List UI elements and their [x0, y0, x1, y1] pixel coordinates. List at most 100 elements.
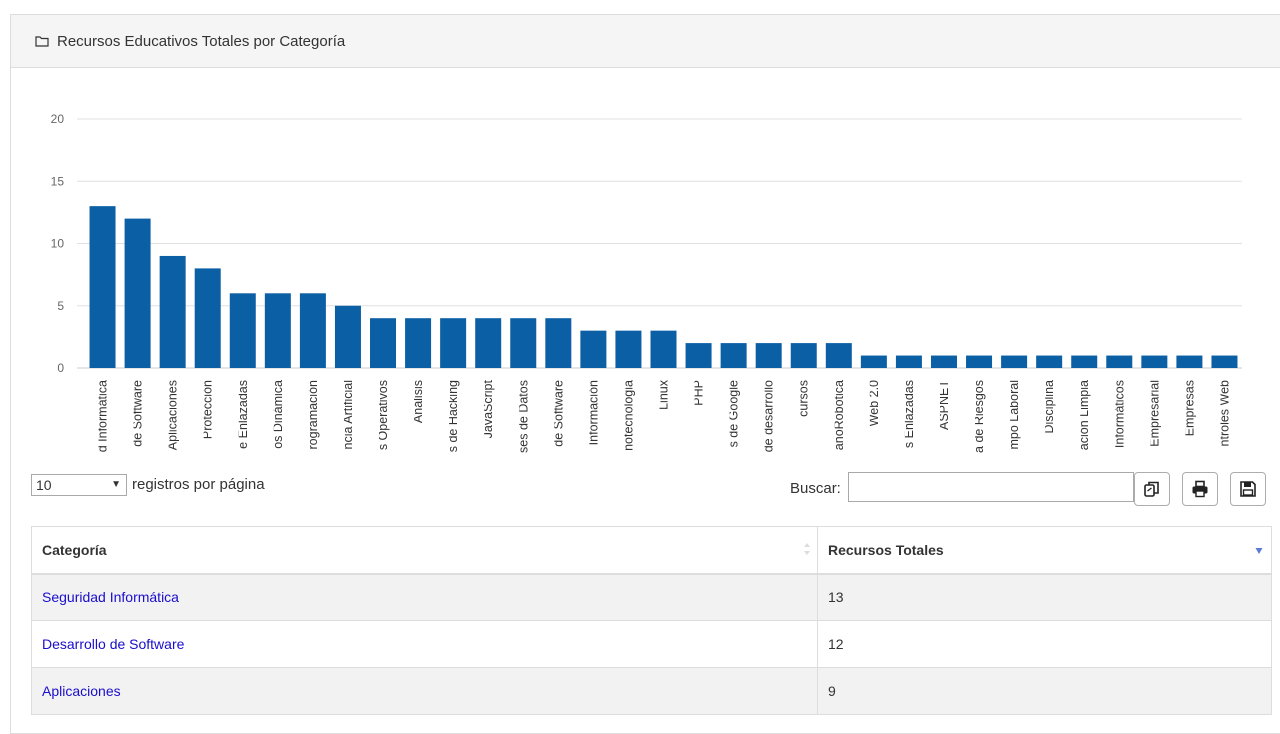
bar[interactable]: [1071, 356, 1097, 368]
column-header-category[interactable]: Categoría: [32, 527, 818, 574]
x-tick-label: s Operativos: [376, 380, 390, 450]
total-cell: 13: [818, 574, 1272, 621]
save-icon: [1239, 480, 1257, 498]
x-tick-label: JavaScript: [481, 379, 495, 438]
table-row: Aplicaciones 9: [32, 668, 1272, 715]
x-tick-label: os Dinámica: [271, 380, 285, 449]
bar[interactable]: [265, 293, 291, 368]
x-tick-label: Empresarial: [1147, 380, 1161, 447]
copy-icon: [1143, 480, 1161, 498]
bar[interactable]: [1036, 356, 1062, 368]
category-cell: Seguridad Informática: [32, 574, 818, 621]
x-tick-label: e Enlazadas: [236, 380, 250, 449]
y-tick-label: 20: [51, 112, 65, 126]
bar[interactable]: [300, 293, 326, 368]
category-link[interactable]: Aplicaciones: [42, 683, 121, 699]
column-header-label: Recursos Totales: [828, 542, 944, 558]
x-tick-label: Protección: [201, 380, 215, 439]
x-tick-label: Disciplina: [1042, 380, 1056, 434]
bar[interactable]: [370, 318, 396, 368]
y-tick-label: 5: [57, 299, 64, 313]
bar[interactable]: [861, 356, 887, 368]
x-tick-label: Informáticos: [1112, 380, 1126, 448]
print-button[interactable]: [1182, 472, 1218, 506]
x-tick-label: ASPNET: [937, 380, 951, 430]
x-tick-label: ntroles Web: [1217, 380, 1231, 447]
x-tick-label: ación Limpia: [1077, 380, 1091, 450]
bar[interactable]: [651, 331, 677, 368]
bar[interactable]: [545, 318, 571, 368]
categories-table: Categoría Recursos Totales Seguridad Inf…: [31, 526, 1272, 715]
bar[interactable]: [826, 343, 852, 368]
table-row: Desarrollo de Software 12: [32, 621, 1272, 668]
x-tick-label: s de Hacking: [446, 380, 460, 452]
bar[interactable]: [160, 256, 186, 368]
bar[interactable]: [756, 343, 782, 368]
page-length-value: 10: [36, 477, 52, 493]
x-tick-label: Aplicaciones: [166, 380, 180, 450]
y-tick-label: 0: [57, 361, 64, 375]
x-tick-label: anoRobotica: [832, 380, 846, 450]
column-header-total[interactable]: Recursos Totales: [818, 527, 1272, 574]
x-tick-label: Análisis: [411, 380, 425, 423]
bar[interactable]: [791, 343, 817, 368]
x-tick-label: ncia Artificial: [341, 380, 355, 449]
bar[interactable]: [195, 268, 221, 368]
category-cell: Desarrollo de Software: [32, 621, 818, 668]
x-tick-label: cursos: [797, 380, 811, 417]
x-tick-label: PHP: [692, 380, 706, 406]
bar[interactable]: [615, 331, 641, 368]
page-length-select[interactable]: 10 ▼: [31, 474, 127, 496]
sort-both-icon: [803, 541, 811, 557]
search-label: Buscar:: [790, 480, 841, 497]
bar[interactable]: [405, 318, 431, 368]
chevron-down-icon: ▼: [111, 475, 121, 495]
total-cell: 9: [818, 668, 1272, 715]
x-tick-label: a de Riesgos: [972, 380, 986, 453]
column-header-label: Categoría: [42, 542, 107, 558]
page-length-label: registros por página: [132, 476, 265, 493]
bar[interactable]: [931, 356, 957, 368]
search-input[interactable]: [848, 472, 1134, 502]
bar[interactable]: [1106, 356, 1132, 368]
x-tick-label: notecnologia: [621, 380, 635, 451]
x-tick-label: s de Google: [727, 380, 741, 447]
category-cell: Aplicaciones: [32, 668, 818, 715]
x-tick-label: Empresas: [1182, 380, 1196, 436]
bar[interactable]: [440, 318, 466, 368]
bar[interactable]: [510, 318, 536, 368]
x-tick-label: Linux: [657, 379, 671, 410]
x-tick-label: Web 2.0: [867, 380, 881, 426]
bar[interactable]: [1141, 356, 1167, 368]
bar[interactable]: [335, 306, 361, 368]
bar[interactable]: [896, 356, 922, 368]
category-link[interactable]: Seguridad Informática: [42, 589, 179, 605]
y-tick-label: 15: [51, 174, 65, 188]
total-cell: 12: [818, 621, 1272, 668]
bar[interactable]: [1001, 356, 1027, 368]
bar-chart: 0 5 10 15 20 d Informática de Software Aplicaci…: [0, 0, 1280, 480]
y-tick-label: 10: [51, 237, 65, 251]
x-tick-label: de Software: [551, 380, 565, 447]
bar[interactable]: [580, 331, 606, 368]
print-icon: [1191, 480, 1209, 498]
bar[interactable]: [475, 318, 501, 368]
bar[interactable]: [721, 343, 747, 368]
x-tick-label: de Software: [131, 380, 145, 447]
save-button[interactable]: [1230, 472, 1266, 506]
copy-button[interactable]: [1134, 472, 1170, 506]
bar[interactable]: [125, 219, 151, 368]
bar[interactable]: [230, 293, 256, 368]
category-link[interactable]: Desarrollo de Software: [42, 636, 184, 652]
x-tick-label: Información: [586, 380, 600, 445]
bar[interactable]: [1176, 356, 1202, 368]
sort-desc-icon: [1255, 547, 1263, 555]
bar[interactable]: [1211, 356, 1237, 368]
x-tick-label: d Informática: [96, 380, 110, 452]
bar[interactable]: [966, 356, 992, 368]
x-tick-label: rogramación: [306, 380, 320, 450]
x-tick-label: mpo Laboral: [1007, 380, 1021, 450]
bar[interactable]: [90, 206, 116, 368]
x-tick-label: de desarrollo: [762, 380, 776, 452]
bar[interactable]: [686, 343, 712, 368]
